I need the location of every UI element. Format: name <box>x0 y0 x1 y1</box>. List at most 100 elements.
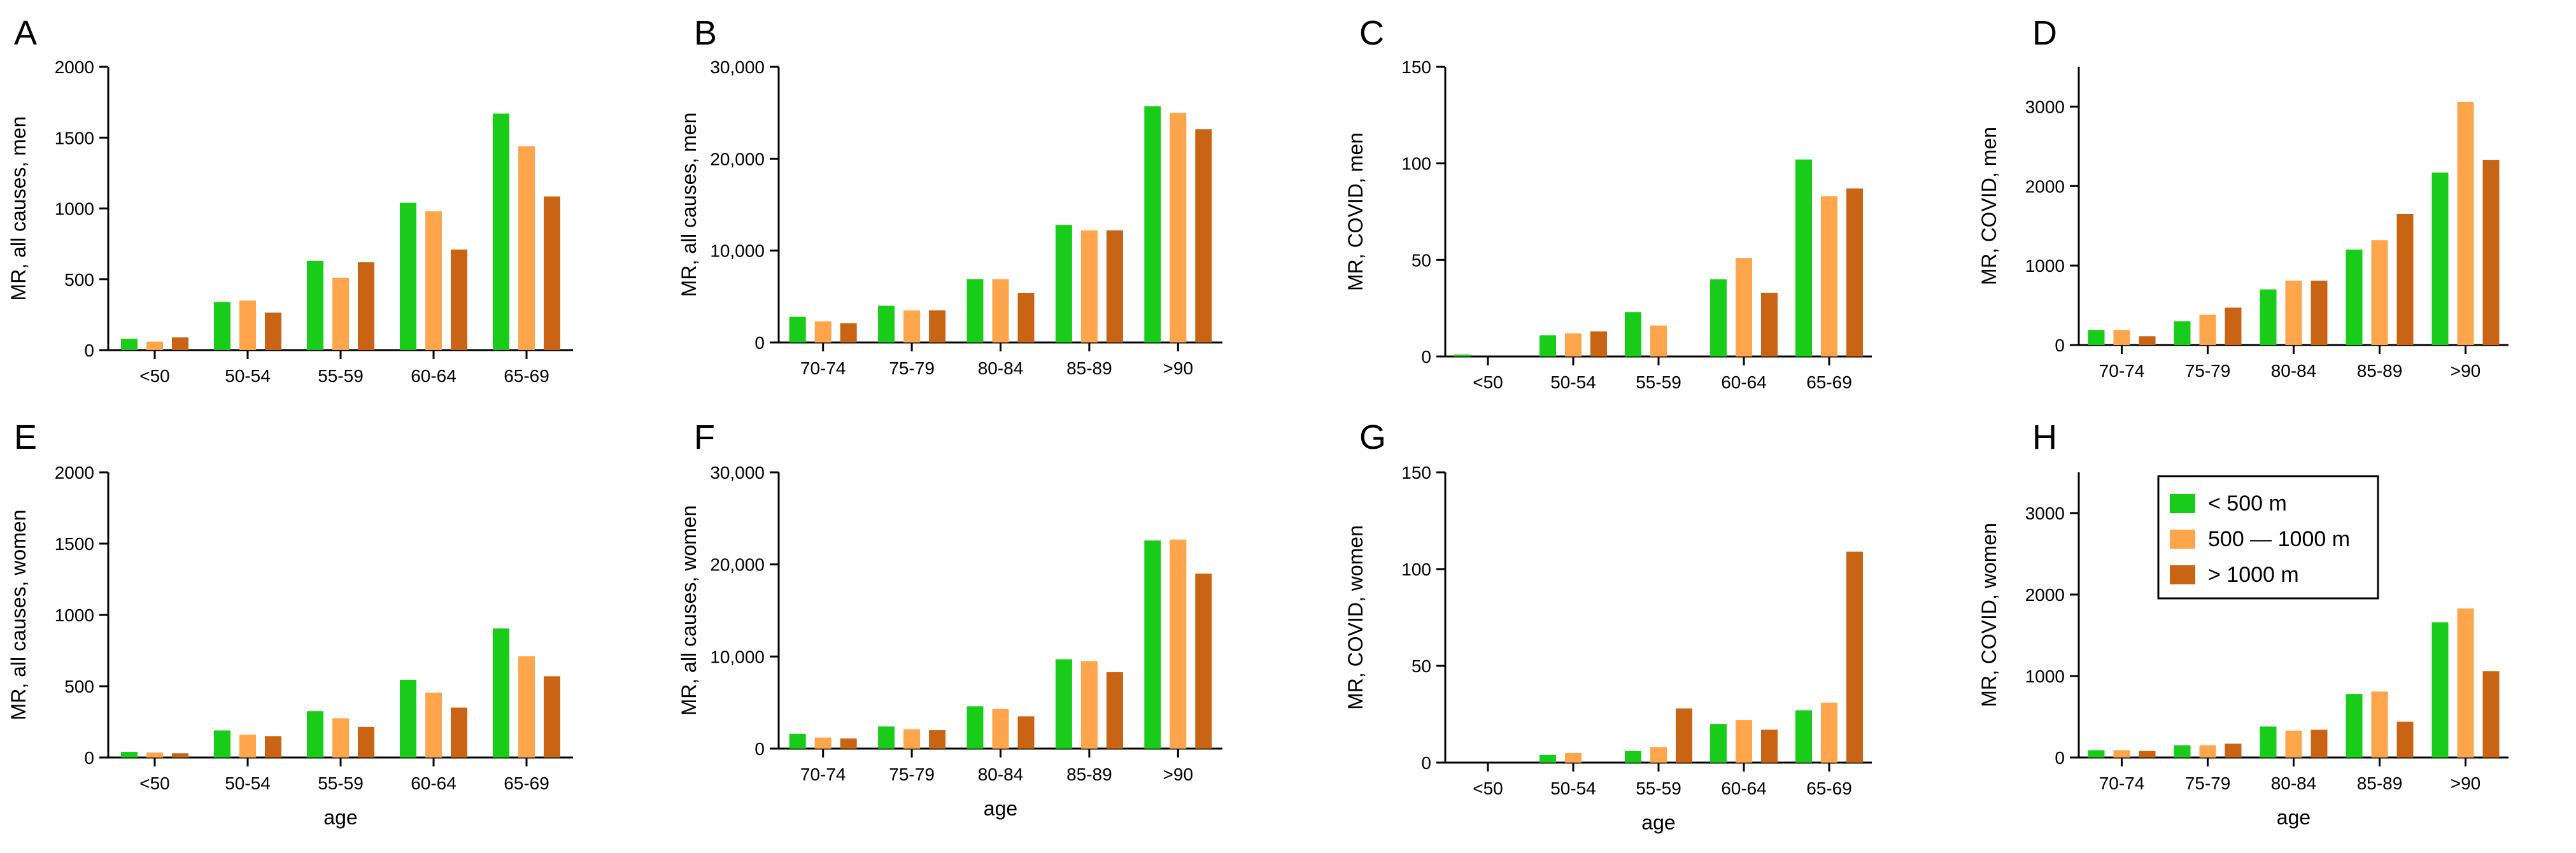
bar-mid <box>239 300 256 350</box>
bar-mid <box>814 737 832 749</box>
bar-gt1000 <box>2482 671 2500 758</box>
y-tick-label: 0 <box>84 748 94 768</box>
bar-gt1000 <box>1195 574 1212 749</box>
bar-mid <box>1736 258 1752 356</box>
x-tick-label: >90 <box>2451 361 2481 381</box>
legend-swatch-mid <box>2170 530 2195 549</box>
bar-mid <box>518 656 535 758</box>
bar-gt1000 <box>1761 292 1778 356</box>
bar-gt1000 <box>2139 336 2156 345</box>
bar-mid <box>2371 691 2388 758</box>
bar-mid <box>903 729 921 749</box>
bar-lt500 <box>1625 312 1641 356</box>
bar-gt1000 <box>2311 280 2328 345</box>
y-tick-label: 0 <box>84 341 94 360</box>
x-axis-title: age <box>1641 811 1675 834</box>
bar-lt500 <box>2088 750 2105 758</box>
legend-label: < 500 m <box>2208 491 2287 516</box>
panel-letter: D <box>2032 14 2057 52</box>
y-axis-title: MR, COVID, women <box>1344 525 1367 710</box>
bar-gt1000 <box>2225 744 2242 758</box>
bar-gt1000 <box>358 726 374 758</box>
bar-mid <box>425 211 442 350</box>
y-axis-title: MR, COVID, women <box>1978 523 2000 707</box>
bar-lt500 <box>121 339 138 350</box>
legend: < 500 m 500 — 1000 m > 1000 m <box>2157 475 2379 600</box>
x-tick-label: 85-89 <box>1066 358 1112 378</box>
y-tick-label: 100 <box>1401 560 1431 579</box>
y-tick-label: 1500 <box>55 534 94 554</box>
bar-mid <box>518 146 535 350</box>
bar-lt500 <box>966 279 984 342</box>
panel-letter: B <box>694 14 717 52</box>
bar-gt1000 <box>1846 551 1863 763</box>
bar-mid <box>425 693 442 758</box>
x-tick-label: 55-59 <box>1636 372 1681 392</box>
bar-gt1000 <box>929 310 946 342</box>
x-tick-label: 55-59 <box>318 366 364 386</box>
bar-mid <box>1170 539 1187 749</box>
x-tick-label: 55-59 <box>1636 779 1681 798</box>
bar-gt1000 <box>544 676 560 758</box>
bar-gt1000 <box>1106 672 1123 749</box>
x-tick-label: 50-54 <box>1550 779 1596 798</box>
bar-mid <box>992 279 1009 342</box>
bar-gt1000 <box>544 196 560 350</box>
y-tick-label: 10,000 <box>710 241 765 261</box>
legend-label: > 1000 m <box>2208 563 2299 587</box>
x-tick-label: <50 <box>139 366 170 386</box>
chart-panel-e: E 0 500 1000 1500 2000 MR, all causes, women <5… <box>7 418 573 829</box>
bar-lt500 <box>493 113 509 351</box>
bar-mid <box>1650 747 1667 763</box>
bar-gt1000 <box>1017 716 1035 749</box>
y-tick-label: 3000 <box>2025 97 2065 116</box>
bar-lt500 <box>2174 745 2191 758</box>
panel-letter: E <box>14 418 37 456</box>
bar-gt1000 <box>265 313 281 350</box>
bar-mid <box>2113 750 2130 758</box>
bar-mid <box>2199 314 2216 345</box>
x-tick-label: 65-69 <box>1806 779 1852 798</box>
x-tick-label: 65-69 <box>504 773 549 793</box>
bar-gt1000 <box>2311 730 2328 758</box>
bar-gt1000 <box>2139 751 2156 758</box>
x-tick-label: 60-64 <box>411 366 456 386</box>
y-tick-label: 30,000 <box>710 57 765 77</box>
y-tick-label: 1000 <box>55 605 94 625</box>
y-axis-title: MR, all causes, women <box>7 510 30 721</box>
x-tick-label: <50 <box>1473 779 1503 798</box>
bar-lt500 <box>2431 173 2449 345</box>
y-tick-label: 2000 <box>2025 585 2065 605</box>
bar-gt1000 <box>451 250 467 350</box>
bar-mid <box>2371 240 2388 345</box>
bar-mid <box>1821 702 1837 763</box>
bar-mid <box>2457 608 2474 758</box>
y-tick-label: 0 <box>754 739 765 759</box>
bar-gt1000 <box>840 323 857 342</box>
x-tick-label: 60-64 <box>1721 372 1767 392</box>
bar-lt500 <box>789 316 806 342</box>
panel-letter: G <box>1359 418 1386 456</box>
x-tick-label: 85-89 <box>2357 361 2403 381</box>
y-tick-label: 100 <box>1401 154 1431 174</box>
y-tick-label: 0 <box>754 333 765 353</box>
bar-lt500 <box>1795 159 1812 356</box>
bar-gt1000 <box>1676 708 1692 763</box>
bar-lt500 <box>789 733 806 749</box>
y-tick-label: 20,000 <box>710 555 765 575</box>
bar-gt1000 <box>172 753 188 758</box>
y-tick-label: 0 <box>2055 335 2065 355</box>
y-tick-label: 500 <box>64 270 94 290</box>
bar-lt500 <box>307 260 323 350</box>
bar-gt1000 <box>2396 721 2414 758</box>
bar-mid <box>332 278 349 350</box>
y-tick-label: 500 <box>64 677 94 696</box>
bar-mid <box>146 752 163 758</box>
bar-mid <box>332 718 349 758</box>
bar-mid <box>1565 752 1582 763</box>
x-tick-label: 50-54 <box>225 773 271 793</box>
x-tick-label: 70-74 <box>800 358 846 378</box>
x-tick-label: 65-69 <box>1806 372 1852 392</box>
x-tick-label: 50-54 <box>1550 372 1596 392</box>
x-tick-label: 80-84 <box>2271 361 2317 381</box>
